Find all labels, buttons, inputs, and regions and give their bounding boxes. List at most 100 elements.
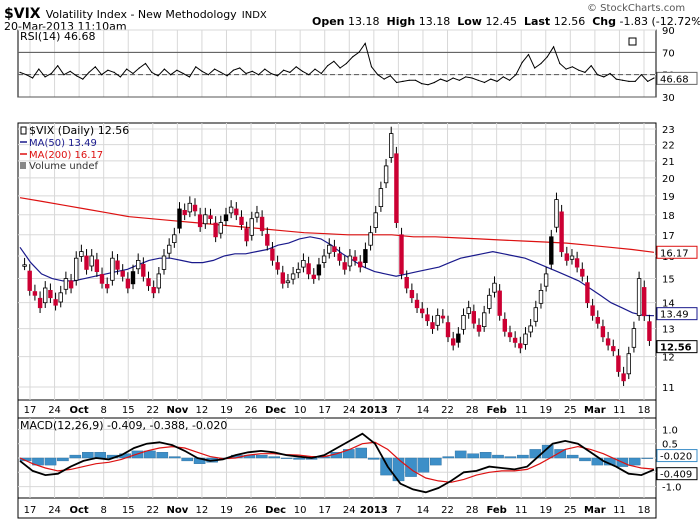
price-candle xyxy=(507,325,513,343)
candle-body xyxy=(461,314,466,330)
price-candle xyxy=(27,264,32,296)
price-candle xyxy=(409,283,415,304)
price-last-value: 12.56 xyxy=(660,343,692,354)
price-candle xyxy=(32,284,38,301)
rsi-point xyxy=(571,66,574,68)
price-candle xyxy=(647,314,652,346)
y-tick-label: -1.0 xyxy=(662,483,682,494)
y-tick-label: 17 xyxy=(662,231,675,242)
y-tick-label: 21 xyxy=(662,157,675,168)
candle-body xyxy=(197,214,203,228)
rsi-point xyxy=(584,71,586,73)
candle-body xyxy=(332,246,337,253)
macd-last-value: -0.409 xyxy=(660,470,692,481)
last-value-tag xyxy=(656,449,698,463)
candle-body xyxy=(440,315,446,319)
rsi-point xyxy=(19,71,21,73)
price-candle xyxy=(94,252,100,277)
macd-histogram-bar xyxy=(579,457,591,462)
candle-body xyxy=(574,258,580,268)
x-tick-label: Feb xyxy=(486,505,506,516)
macd-histogram-bar xyxy=(641,457,653,459)
price-candle xyxy=(549,229,554,270)
price-candle xyxy=(419,302,425,319)
candle-body xyxy=(53,299,58,306)
candle-body xyxy=(239,216,244,225)
rsi-point xyxy=(201,70,203,72)
candle-body xyxy=(554,199,559,228)
macd-histogram-bar xyxy=(44,457,57,466)
candle-body xyxy=(32,291,38,296)
price-candle xyxy=(213,216,218,243)
rsi-point xyxy=(270,72,272,75)
candle-body xyxy=(549,236,554,265)
candle-body xyxy=(466,307,471,314)
candle-body xyxy=(43,287,48,304)
y-tick-label: 70 xyxy=(662,48,675,59)
symbol-title: $VIX Volatility Index - New Methodology … xyxy=(4,3,267,22)
rsi-point xyxy=(251,70,253,72)
candle-body xyxy=(249,218,254,236)
x-tick-label: 14 xyxy=(417,405,430,416)
price-candle xyxy=(254,205,260,223)
candle-body xyxy=(399,234,404,275)
x-tick-label: 17 xyxy=(318,405,331,416)
rsi-point xyxy=(144,62,147,65)
rsi-point xyxy=(471,77,473,79)
price-candle xyxy=(337,246,342,266)
x-tick-label: 15 xyxy=(122,405,135,416)
macd-signal-line xyxy=(19,441,655,483)
price-candle xyxy=(363,242,368,268)
price-candle xyxy=(22,257,27,271)
candle-body xyxy=(352,256,358,261)
x-tick-label: 22 xyxy=(441,405,454,416)
x-tick-label: 11 xyxy=(613,405,626,416)
candle-body xyxy=(94,259,100,272)
rsi-point xyxy=(521,61,523,64)
x-tick-label: 19 xyxy=(539,505,552,516)
macd-histogram-bar xyxy=(442,456,455,459)
x-tick-label: 11 xyxy=(515,405,528,416)
price-candle xyxy=(89,249,94,272)
price-candle xyxy=(326,238,332,259)
macd-line xyxy=(19,432,655,494)
price-candle xyxy=(105,277,110,294)
price-candle xyxy=(192,198,198,217)
x-tick-label: 25 xyxy=(564,405,577,416)
price-candle xyxy=(502,312,507,337)
candle-body xyxy=(585,282,590,304)
rsi-point xyxy=(414,79,417,81)
rsi-point xyxy=(220,71,222,73)
rsi-point xyxy=(370,66,373,68)
x-tick-label: 7 xyxy=(395,405,401,416)
x-tick-label: 12 xyxy=(196,405,209,416)
rsi-last-value: 46.68 xyxy=(660,74,689,85)
high-value: 13.18 xyxy=(418,15,451,28)
price-candle xyxy=(430,315,435,334)
y-tick-label: 19 xyxy=(662,192,675,203)
rsi-point xyxy=(295,66,297,68)
price-candle xyxy=(487,288,492,314)
candle-body xyxy=(564,253,569,261)
price-candle xyxy=(538,283,544,309)
candle-body xyxy=(394,153,399,224)
legend-swatch xyxy=(628,37,637,46)
rsi-point xyxy=(333,60,335,62)
rsi-point xyxy=(615,78,617,80)
price-candle xyxy=(311,268,316,284)
macd-histogram-bar xyxy=(268,456,281,459)
macd-histogram-bar xyxy=(144,450,156,459)
price-candle xyxy=(218,215,223,239)
x-tick-label: Feb xyxy=(486,405,506,416)
rsi-point xyxy=(534,67,536,69)
rsi-point xyxy=(596,74,599,76)
candle-body xyxy=(419,308,425,314)
price-candle xyxy=(316,257,322,281)
macd-histogram-bar xyxy=(392,457,405,482)
rsi-point xyxy=(408,79,410,81)
macd-histogram-bar xyxy=(479,452,492,459)
candle-body xyxy=(626,353,631,375)
price-candle xyxy=(265,227,270,251)
x-tick-label: 2013 xyxy=(360,505,388,516)
price-candle xyxy=(574,251,580,273)
